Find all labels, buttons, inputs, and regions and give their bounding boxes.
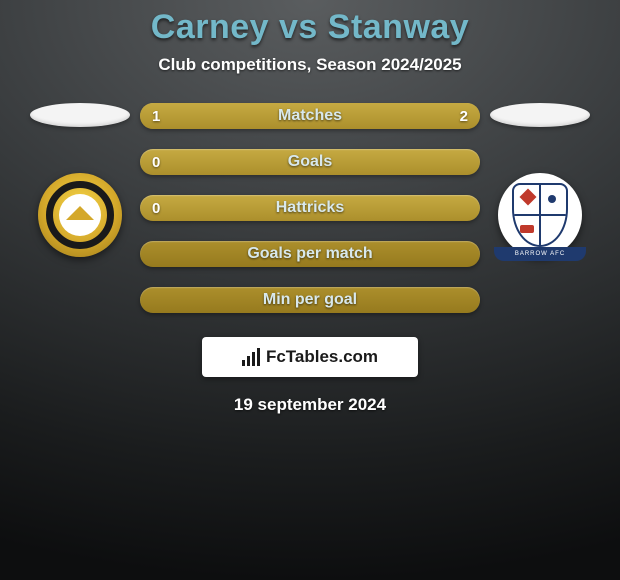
right-team-column: BARROW AFC xyxy=(480,103,600,257)
metric-bar-matches: 12Matches xyxy=(140,103,480,129)
left-team-crest xyxy=(38,173,122,257)
content-wrapper: Carney vs Stanway Club competitions, Sea… xyxy=(0,0,620,415)
metric-label: Goals xyxy=(140,149,480,175)
right-team-crest: BARROW AFC xyxy=(498,173,582,257)
metric-label: Goals per match xyxy=(140,241,480,267)
metric-label: Matches xyxy=(140,103,480,129)
chart-icon xyxy=(242,348,260,366)
metric-label: Min per goal xyxy=(140,287,480,313)
metric-bar-goals: 0Goals xyxy=(140,149,480,175)
metric-bar-goals-per-match: Goals per match xyxy=(140,241,480,267)
metric-bars: 12Matches 0Goals 0Hattricks Goals per match… xyxy=(140,103,480,313)
metric-bar-hattricks: 0Hattricks xyxy=(140,195,480,221)
right-flag-placeholder xyxy=(490,103,590,127)
left-team-column xyxy=(20,103,140,257)
metric-bar-min-per-goal: Min per goal xyxy=(140,287,480,313)
metric-label: Hattricks xyxy=(140,195,480,221)
comparison-row: 12Matches 0Goals 0Hattricks Goals per match… xyxy=(0,103,620,313)
brand-badge: FcTables.com xyxy=(202,337,418,377)
page-subtitle: Club competitions, Season 2024/2025 xyxy=(158,55,461,75)
date-text: 19 september 2024 xyxy=(234,395,386,415)
brand-text: FcTables.com xyxy=(266,347,378,367)
left-flag-placeholder xyxy=(30,103,130,127)
page-title: Carney vs Stanway xyxy=(151,8,469,47)
